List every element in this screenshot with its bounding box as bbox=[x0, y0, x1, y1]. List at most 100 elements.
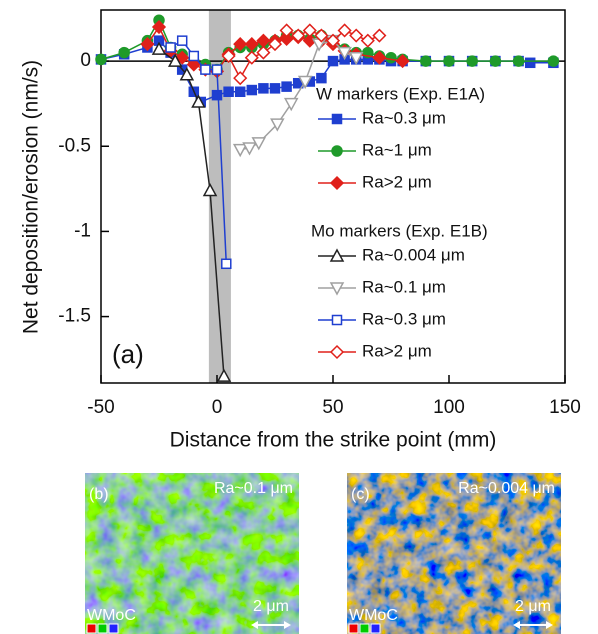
x-axis-title: Distance from the strike point (mm) bbox=[170, 429, 497, 452]
legend-label: Ra~1 μm bbox=[362, 140, 432, 159]
legend-heading: W markers (Exp. E1A) bbox=[316, 84, 485, 103]
marker bbox=[325, 33, 341, 48]
color-key bbox=[97, 623, 108, 634]
x-tick-label: 150 bbox=[549, 397, 581, 418]
marker bbox=[360, 33, 375, 48]
legend-label: Ra~0.1 μm bbox=[362, 277, 446, 296]
marker bbox=[140, 37, 155, 52]
marker bbox=[191, 94, 206, 108]
scale-arrow bbox=[251, 621, 258, 629]
series bbox=[151, 41, 232, 382]
marker bbox=[297, 75, 313, 90]
legend-marker bbox=[331, 145, 343, 157]
marker bbox=[302, 23, 317, 38]
marker bbox=[547, 55, 560, 67]
sem-image bbox=[347, 473, 561, 634]
marker bbox=[385, 51, 397, 64]
legend-marker bbox=[329, 344, 345, 360]
marker bbox=[316, 72, 327, 84]
marker bbox=[175, 50, 190, 65]
y-tick-label: -0.5 bbox=[58, 135, 91, 156]
marker bbox=[188, 50, 200, 62]
x-tick-label: 0 bbox=[212, 397, 223, 418]
marker bbox=[200, 64, 211, 75]
marker bbox=[246, 84, 258, 96]
color-key bbox=[86, 623, 97, 634]
legend-marker bbox=[329, 175, 345, 191]
marker bbox=[176, 35, 188, 46]
marker bbox=[202, 182, 218, 197]
legend-label: Ra>2 μm bbox=[362, 172, 432, 191]
marker bbox=[267, 37, 283, 52]
marker bbox=[314, 28, 329, 43]
y-tick-label: 0 bbox=[80, 50, 91, 71]
color-key bbox=[359, 623, 370, 634]
marker bbox=[233, 37, 248, 52]
marker bbox=[221, 258, 232, 270]
marker bbox=[258, 83, 269, 94]
marker bbox=[348, 51, 364, 66]
marker bbox=[337, 46, 352, 61]
marker bbox=[223, 86, 234, 98]
scale-arrow bbox=[513, 621, 520, 629]
marker bbox=[167, 53, 183, 67]
color-key bbox=[108, 623, 119, 634]
marker bbox=[279, 31, 294, 47]
legend-marker bbox=[329, 248, 345, 262]
scale-arrow bbox=[284, 621, 291, 629]
marker bbox=[395, 54, 410, 69]
marker bbox=[327, 55, 339, 67]
marker bbox=[281, 81, 292, 92]
marker bbox=[512, 55, 525, 67]
x-tick-label: 50 bbox=[322, 397, 343, 418]
marker bbox=[256, 45, 271, 60]
marker bbox=[95, 53, 107, 66]
marker bbox=[269, 83, 281, 94]
marker bbox=[279, 23, 294, 38]
marker bbox=[216, 368, 232, 382]
panel-label: (b) bbox=[89, 486, 109, 503]
legend-heading: Mo markers (Exp. E1B) bbox=[311, 221, 488, 240]
marker bbox=[244, 50, 259, 65]
marker bbox=[211, 64, 223, 75]
roughness-label: Ra~0.1 μm bbox=[214, 480, 293, 497]
roughness-label: Ra~0.004 μm bbox=[458, 480, 555, 497]
marker bbox=[151, 41, 167, 55]
marker bbox=[186, 57, 201, 72]
element-key: WMoC bbox=[87, 607, 136, 624]
marker bbox=[165, 42, 176, 53]
y-tick-label: -1 bbox=[74, 220, 91, 241]
marker bbox=[251, 137, 267, 151]
legend-label: Ra~0.004 μm bbox=[362, 245, 465, 264]
color-key bbox=[348, 623, 359, 634]
marker bbox=[234, 86, 246, 98]
scale-label: 2 μm bbox=[515, 598, 551, 615]
marker bbox=[242, 142, 257, 156]
marker bbox=[118, 46, 130, 59]
marker bbox=[151, 19, 167, 35]
y-tick-label: -1.5 bbox=[58, 306, 91, 327]
marker bbox=[283, 97, 299, 112]
color-key bbox=[370, 623, 381, 634]
legend-label: Ra~0.3 μm bbox=[362, 108, 446, 127]
marker bbox=[372, 50, 387, 65]
sem-image bbox=[85, 473, 299, 634]
series bbox=[165, 35, 232, 270]
marker bbox=[489, 55, 502, 67]
marker bbox=[233, 71, 248, 86]
shaded-region bbox=[208, 10, 231, 383]
legend-marker bbox=[331, 314, 343, 326]
marker bbox=[420, 55, 432, 67]
marker bbox=[211, 89, 223, 101]
x-tick-label: 100 bbox=[433, 397, 465, 418]
marker bbox=[349, 28, 364, 43]
legend-label: Ra>2 μm bbox=[362, 341, 432, 360]
marker bbox=[524, 57, 536, 69]
element-key: WMoC bbox=[349, 607, 398, 624]
marker bbox=[179, 67, 195, 81]
scale-label: 2 μm bbox=[253, 598, 289, 615]
marker bbox=[443, 55, 455, 67]
marker bbox=[244, 37, 259, 52]
series bbox=[232, 34, 364, 158]
